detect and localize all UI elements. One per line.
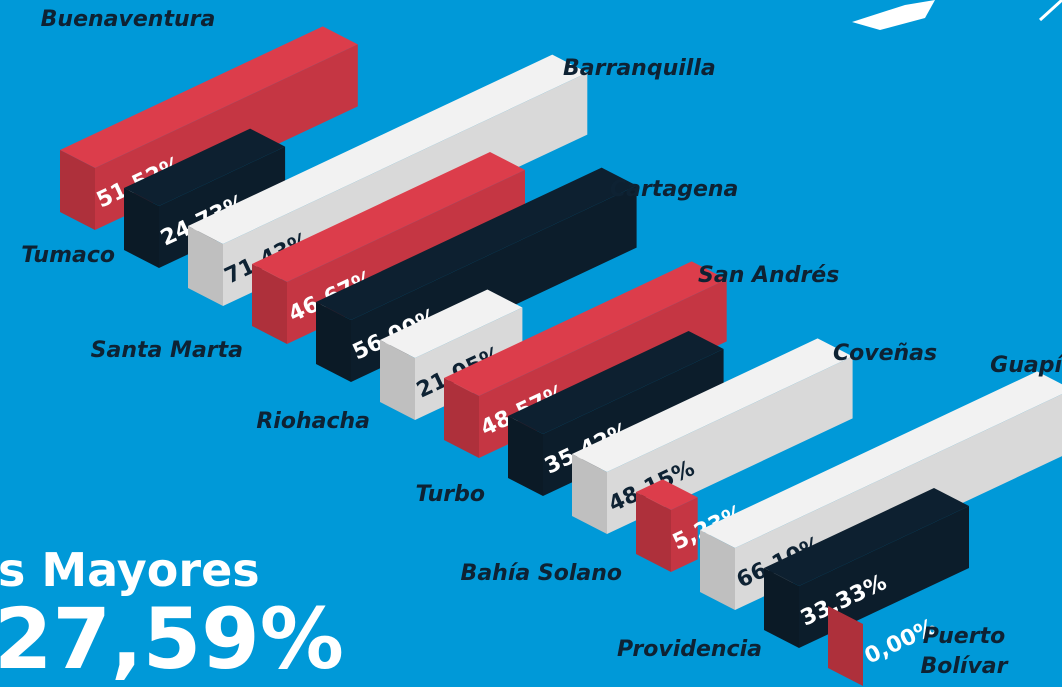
category-label: Guapí xyxy=(990,353,1062,378)
bar xyxy=(764,488,969,648)
bar-top xyxy=(316,167,637,320)
bar-top xyxy=(188,54,588,244)
category-label: Bahía Solano xyxy=(461,561,622,586)
bar-top xyxy=(636,479,698,510)
bar-top xyxy=(572,338,853,472)
bar-top xyxy=(252,152,525,282)
bar-top xyxy=(764,488,969,586)
category-label: Barranquilla xyxy=(563,56,716,81)
category-label: Riohacha xyxy=(256,409,370,434)
bar-side xyxy=(799,506,969,648)
bar-end xyxy=(572,454,607,534)
labels: Buenaventura Tumaco Barranquilla Santa Mart… xyxy=(21,7,1062,679)
summary-label: s Mayores xyxy=(0,543,260,597)
category-label: Cartagena xyxy=(610,177,738,202)
bar-end xyxy=(636,492,671,572)
summary-value: 27,59% xyxy=(0,590,344,687)
bar-top xyxy=(380,289,523,358)
bar-end xyxy=(60,150,95,230)
category-label: Coveñas xyxy=(833,341,937,366)
decoration xyxy=(852,0,935,30)
category-label: Buenaventura xyxy=(41,7,216,32)
bar-end xyxy=(508,416,543,496)
bar-top xyxy=(700,371,1062,548)
bar-end xyxy=(188,226,223,306)
bar-side xyxy=(415,307,523,420)
category-label: Puerto Bolívar xyxy=(920,624,1008,679)
decoration xyxy=(1038,0,1062,22)
bar-end xyxy=(252,264,287,344)
bar xyxy=(380,289,523,420)
bar-top xyxy=(508,331,724,434)
bar-end xyxy=(380,340,415,420)
category-label: Tumaco xyxy=(21,243,115,268)
category-label: Turbo xyxy=(415,482,485,507)
bars: 51,52%24,73%71,43%46,67%56,00%21,05%48,5… xyxy=(60,26,1062,686)
bar-top xyxy=(444,261,727,396)
category-label: Providencia xyxy=(617,637,762,662)
bar-top xyxy=(124,128,286,206)
bar-end xyxy=(444,378,479,458)
category-label: Santa Marta xyxy=(91,338,243,363)
bar-end xyxy=(764,568,799,648)
bar-end xyxy=(828,606,863,686)
bar xyxy=(828,606,863,686)
bar xyxy=(636,479,698,572)
bar-top xyxy=(60,26,358,169)
bar-end xyxy=(124,188,159,268)
bar-end xyxy=(316,302,351,382)
bar-side xyxy=(671,497,698,572)
bar-end xyxy=(700,530,735,610)
category-label: San Andrés xyxy=(698,263,839,288)
